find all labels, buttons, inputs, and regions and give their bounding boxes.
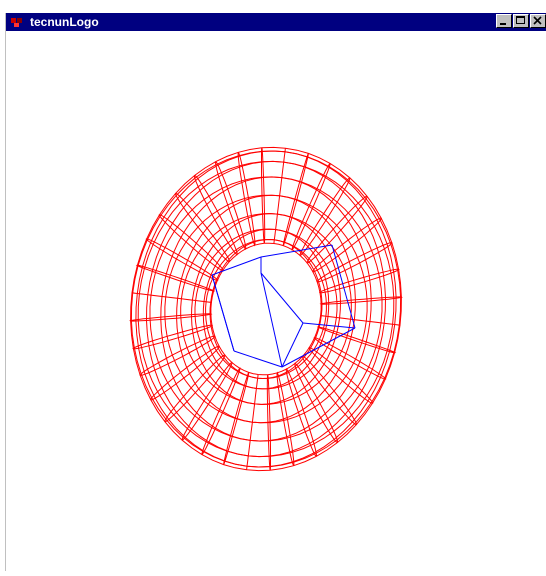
opengl-scene — [129, 146, 403, 472]
torus-meridian-line — [319, 296, 403, 305]
torus-meridian-line — [164, 354, 226, 423]
torus-meridian-line — [276, 371, 295, 466]
torus-meridian-line — [294, 362, 339, 443]
torus-meridian-line — [214, 161, 247, 250]
torus-meridian-line — [285, 368, 318, 457]
torus-meridian-line — [320, 315, 401, 326]
maximize-button[interactable] — [513, 14, 529, 28]
cube-edge — [211, 256, 262, 276]
torus-ring-line — [194, 228, 338, 390]
torus-meridian-line — [299, 177, 351, 257]
render-viewport[interactable] — [6, 31, 546, 571]
torus-ring-line — [190, 213, 342, 405]
minimize-button[interactable] — [496, 14, 512, 28]
torus-meridian-line — [312, 217, 382, 273]
cube-edge — [260, 272, 304, 324]
torus-meridian-line — [129, 313, 213, 322]
torus-meridian-line — [223, 372, 250, 465]
maximize-icon — [516, 16, 525, 24]
torus-meridian-line — [201, 367, 241, 455]
wireframe-cube — [211, 244, 356, 368]
torus-meridian-line — [174, 192, 231, 263]
torus-meridian-line — [306, 195, 368, 264]
torus-meridian-line — [266, 374, 271, 471]
torus-meridian-line — [261, 147, 266, 244]
torus-meridian-line — [145, 238, 219, 281]
close-button[interactable] — [530, 14, 546, 28]
torus-meridian-line — [282, 153, 309, 246]
torus-ring-line — [149, 176, 383, 442]
torus-meridian-line — [131, 292, 212, 303]
window-title: tecnunLogo — [30, 15, 99, 29]
torus-meridian-line — [150, 345, 220, 401]
cube-edge — [281, 322, 304, 368]
cube-edge — [260, 244, 333, 258]
torus-ring-line — [180, 212, 352, 406]
cube-edge — [331, 244, 356, 329]
wireframe-torus — [129, 146, 403, 472]
close-icon — [533, 16, 542, 25]
cube-edge — [302, 322, 356, 329]
torus-meridian-line — [273, 148, 286, 244]
torus-meridian-line — [246, 374, 259, 470]
cube-edge — [260, 272, 283, 368]
torus-meridian-line — [193, 175, 238, 256]
torus-ring-line — [160, 176, 372, 442]
torus-meridian-line — [308, 346, 374, 404]
torus-meridian-line — [313, 337, 387, 380]
app-icon[interactable] — [10, 15, 26, 29]
torus-meridian-line — [316, 242, 393, 283]
torus-meridian-line — [135, 264, 216, 292]
cube-edge — [281, 327, 356, 368]
torus-meridian-line — [237, 152, 256, 247]
torus-ring-line — [135, 150, 397, 468]
cube-edge — [211, 274, 235, 352]
window-controls — [495, 14, 546, 28]
torus-meridian-line — [132, 324, 214, 350]
minimize-icon — [500, 23, 506, 25]
title-bar[interactable]: tecnunLogo — [6, 13, 546, 31]
torus-meridian-line — [316, 326, 397, 354]
torus-meridian-line — [291, 163, 331, 251]
torus-meridian-line — [318, 268, 400, 294]
torus-meridian-line — [181, 361, 233, 441]
torus-meridian-line — [139, 335, 216, 376]
window-border — [5, 13, 6, 571]
torus-meridian-line — [158, 214, 224, 272]
torus-meridian-line — [301, 355, 358, 426]
cube-edge — [233, 350, 283, 368]
